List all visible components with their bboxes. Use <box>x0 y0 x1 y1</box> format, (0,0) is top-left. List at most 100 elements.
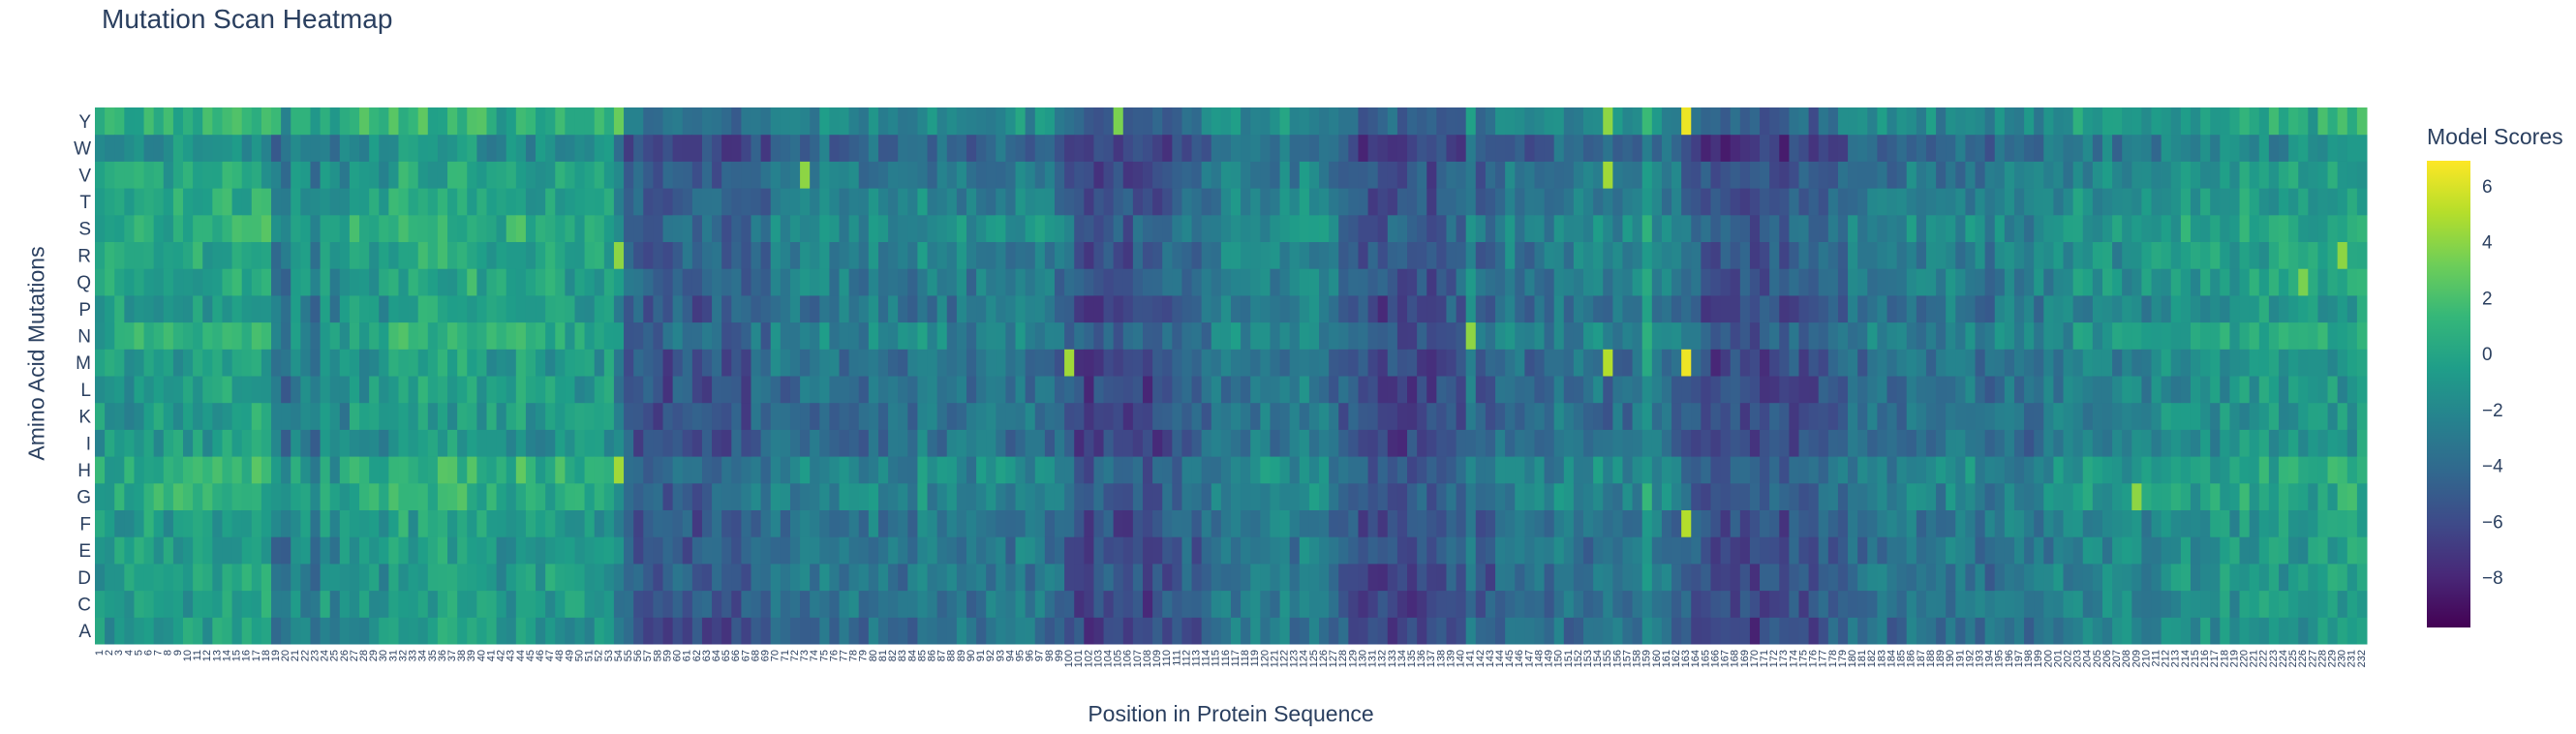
heatmap-cell <box>2268 349 2280 377</box>
heatmap-cell <box>1260 590 1271 618</box>
heatmap-cell <box>1975 509 1986 537</box>
heatmap-cell <box>1338 134 1349 162</box>
y-tick-label: I <box>86 434 91 454</box>
heatmap-cell <box>2112 590 2123 618</box>
heatmap-cell <box>1465 590 1477 618</box>
heatmap-cell <box>1916 321 1927 350</box>
heatmap-cell <box>1505 590 1516 618</box>
heatmap-cell <box>1044 161 1056 189</box>
heatmap-cell <box>1270 509 1281 537</box>
heatmap-cell <box>1475 134 1487 162</box>
heatmap-cell <box>946 268 958 296</box>
heatmap-cell <box>1074 268 1085 296</box>
heatmap-cell <box>868 188 879 216</box>
heatmap-cell <box>1475 536 1487 565</box>
heatmap-cell <box>1387 456 1398 484</box>
heatmap-cell <box>1612 563 1623 592</box>
heatmap-cell <box>1886 563 1898 592</box>
heatmap-cell <box>1426 563 1437 592</box>
heatmap-cell <box>1563 590 1575 618</box>
heatmap-cell <box>1093 509 1105 537</box>
heatmap-cell <box>457 294 468 323</box>
heatmap-cell <box>2082 482 2094 510</box>
heatmap-cell <box>1270 241 1281 269</box>
heatmap-cell <box>291 402 301 430</box>
heatmap-cell <box>2317 349 2329 377</box>
heatmap-cell <box>1583 617 1594 645</box>
heatmap-cell <box>858 349 870 377</box>
heatmap-cell <box>2288 134 2299 162</box>
heatmap-cell <box>437 241 448 269</box>
heatmap-cell <box>437 161 448 189</box>
heatmap-cell <box>2180 161 2192 189</box>
heatmap-cell <box>662 402 674 430</box>
heatmap-cell <box>810 590 820 618</box>
heatmap-cell <box>2034 161 2044 189</box>
heatmap-cell <box>163 294 174 323</box>
heatmap-cell <box>408 161 419 189</box>
heatmap-cell <box>2356 376 2368 404</box>
heatmap-cell <box>907 590 918 618</box>
heatmap-cell <box>1436 536 1447 565</box>
heatmap-cell <box>780 134 791 162</box>
x-tick-label: 186 <box>1906 650 1917 667</box>
heatmap-cell <box>858 107 870 136</box>
heatmap-cell <box>1612 456 1623 484</box>
heatmap-cell <box>1201 563 1212 592</box>
heatmap-cell <box>408 509 419 537</box>
heatmap-cell <box>2268 482 2280 510</box>
heatmap-cell <box>291 107 301 136</box>
heatmap-cell <box>1329 617 1339 645</box>
heatmap-cell <box>653 536 663 565</box>
heatmap-cell <box>858 321 870 350</box>
heatmap-cell <box>105 161 115 189</box>
heatmap-cell <box>212 563 223 592</box>
heatmap-cell <box>1113 241 1124 269</box>
heatmap-cell <box>1162 214 1173 242</box>
heatmap-cell <box>1906 161 1917 189</box>
heatmap-cell <box>1279 134 1291 162</box>
heatmap-cell <box>701 536 713 565</box>
heatmap-cell <box>682 294 693 323</box>
heatmap-cell <box>1563 161 1575 189</box>
heatmap-cell <box>349 107 360 136</box>
heatmap-cell <box>1994 161 2006 189</box>
heatmap-cell <box>486 402 498 430</box>
heatmap-cell <box>2200 214 2211 242</box>
heatmap-cell <box>2043 402 2054 430</box>
heatmap-cell <box>848 188 860 216</box>
heatmap-cell <box>839 482 850 510</box>
heatmap-cell <box>996 107 1006 136</box>
heatmap-cell <box>339 376 351 404</box>
heatmap-cell <box>339 188 351 216</box>
heatmap-cell <box>369 268 380 296</box>
heatmap-cell <box>515 536 527 565</box>
heatmap-cell <box>653 134 663 162</box>
heatmap-cell <box>143 509 155 537</box>
heatmap-cell <box>2072 509 2084 537</box>
heatmap-cell <box>467 590 477 618</box>
heatmap-cell <box>1779 294 1790 323</box>
heatmap-cell <box>163 456 174 484</box>
x-tick-label: 220 <box>2239 650 2251 667</box>
heatmap-cell <box>1524 294 1535 323</box>
heatmap-cell <box>437 188 448 216</box>
heatmap-cell <box>1965 107 1977 136</box>
heatmap-cell <box>1573 294 1584 323</box>
heatmap-cell <box>281 107 291 136</box>
heatmap-cell <box>1465 321 1477 350</box>
heatmap-cell <box>1211 429 1222 457</box>
heatmap-cell <box>1955 134 1966 162</box>
x-tick-label: 99 <box>1054 650 1065 661</box>
heatmap-cell <box>1827 321 1839 350</box>
heatmap-cell <box>163 482 174 510</box>
heatmap-cell <box>2101 482 2113 510</box>
heatmap-cell <box>1044 536 1056 565</box>
heatmap-cell <box>966 590 977 618</box>
heatmap-cell <box>966 188 977 216</box>
heatmap-cell <box>613 294 625 323</box>
heatmap-cell <box>898 349 908 377</box>
heatmap-cell <box>408 241 419 269</box>
heatmap-cell <box>1681 617 1692 645</box>
heatmap-cell <box>1446 617 1457 645</box>
